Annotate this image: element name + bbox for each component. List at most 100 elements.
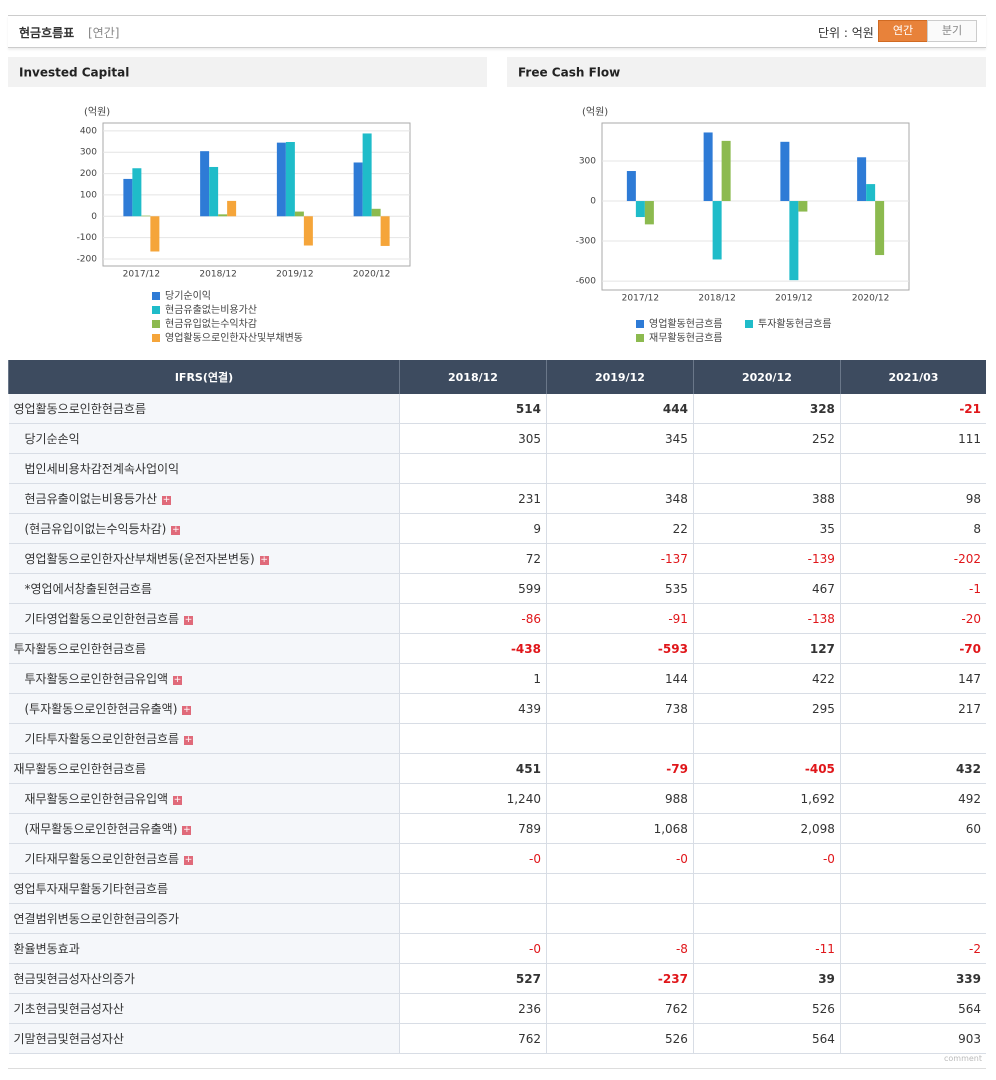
y-tick-label: 300 — [579, 157, 596, 167]
row-label-text: 기타투자활동으로인한현금흐름 — [24, 732, 180, 746]
value-text: -438 — [510, 641, 541, 656]
legend-swatch — [152, 334, 160, 342]
cell-value — [692, 873, 841, 904]
value-text: 526 — [665, 1031, 688, 1046]
cell-value: 127 — [692, 633, 841, 664]
value-text: -21 — [959, 401, 981, 416]
row-label-text: (현금유입이없는수익등차감) — [24, 522, 167, 536]
expand-icon[interactable]: + — [182, 705, 192, 715]
annual-button[interactable]: 연간 — [878, 20, 928, 42]
quarter-button[interactable]: 분기 — [927, 20, 977, 42]
cell-value: 599 — [399, 573, 547, 604]
table-row: 현금유출이없는비용등가산 +231 348 388 98 — [8, 483, 986, 514]
bar — [150, 216, 160, 252]
legend-label: 당기순이익 — [165, 290, 211, 302]
cell-value — [399, 723, 547, 754]
value-text: 1,068 — [653, 821, 688, 836]
bar — [380, 216, 390, 246]
value-text: 738 — [665, 701, 688, 716]
legend-label: 영업활동현금흐름 — [649, 317, 723, 330]
row-label-text: (재무활동으로인한현금유출액) — [24, 822, 178, 836]
cell-value: -593 — [545, 633, 694, 664]
row-label-text: 법인세비용차감전계속사업이익 — [24, 462, 180, 476]
value-text: -593 — [657, 641, 688, 656]
header-bar: 현금흐름표 [연간] 단위 : 억원 연간 분기 — [8, 15, 986, 48]
value-text: 903 — [958, 1031, 981, 1046]
cell-value: 2,098 — [692, 813, 841, 844]
value-text: 147 — [958, 671, 981, 686]
cell-value — [545, 723, 694, 754]
legend-label: 투자활동현금흐름 — [758, 317, 832, 330]
cell-value: 72 — [399, 543, 547, 574]
bar — [703, 132, 713, 202]
cell-value: 526 — [692, 993, 841, 1024]
cell-value: -91 — [545, 603, 694, 634]
value-text: -8 — [675, 941, 688, 956]
bar — [294, 211, 304, 217]
row-label: 기말현금및현금성자산 — [8, 1023, 400, 1054]
value-text: -11 — [815, 941, 835, 956]
expand-icon[interactable]: + — [171, 525, 181, 535]
value-text: 345 — [665, 431, 688, 446]
bar — [353, 162, 363, 217]
row-label: 환율변동효과 — [8, 933, 400, 964]
chart-title: Free Cash Flow — [518, 66, 620, 80]
value-text: -79 — [666, 761, 688, 776]
value-text: -202 — [953, 551, 981, 566]
bar — [218, 214, 228, 217]
value-text: -70 — [959, 641, 981, 656]
row-label: 재무활동으로인한현금유입액 + — [8, 783, 400, 814]
cell-value: 1,692 — [692, 783, 841, 814]
value-text: 98 — [965, 491, 981, 506]
cell-value: 339 — [839, 963, 986, 994]
value-text: 1 — [533, 671, 541, 686]
expand-icon[interactable]: + — [173, 675, 183, 685]
cell-value: 422 — [692, 663, 841, 694]
legend-label: 현금유입없는수익차감 — [165, 317, 257, 330]
expand-icon[interactable]: + — [259, 555, 269, 565]
row-label-text: 환율변동효과 — [13, 942, 80, 956]
row-label: 투자활동으로인한현금유입액 + — [8, 663, 400, 694]
value-text: -2 — [969, 941, 981, 956]
value-text: -0 — [822, 851, 835, 866]
value-text: 388 — [812, 491, 835, 506]
row-label-text: (투자활동으로인한현금유출액) — [24, 702, 178, 716]
expand-icon[interactable]: + — [173, 795, 183, 805]
cell-value: 98 — [839, 483, 986, 514]
bar — [712, 201, 722, 260]
cell-value: 564 — [692, 1023, 841, 1054]
legend-swatch — [152, 320, 160, 328]
cell-value — [399, 453, 547, 484]
plot-area — [601, 122, 910, 291]
x-tick-label: 2017/12 — [123, 270, 160, 280]
cell-value — [399, 903, 547, 934]
value-text: 564 — [958, 1001, 981, 1016]
legend-label: 현금유출없는비용가산 — [165, 303, 257, 316]
value-text: 432 — [955, 761, 981, 776]
value-text: -139 — [807, 551, 835, 566]
bar — [132, 168, 142, 217]
table-row: 영업투자재무활동기타현금흐름 — [8, 873, 986, 904]
table-row: 기타재무활동으로인한현금흐름 + -0 -0 -0 — [8, 843, 986, 874]
cell-value: 1 — [399, 663, 547, 694]
cell-value: 535 — [545, 573, 694, 604]
y-tick-label: 300 — [80, 148, 97, 158]
expand-icon[interactable]: + — [182, 825, 192, 835]
x-tick-label: 2017/12 — [622, 294, 659, 304]
bar — [123, 178, 133, 217]
value-text: 564 — [812, 1031, 835, 1046]
bar — [285, 141, 295, 217]
expand-icon[interactable]: + — [161, 495, 171, 505]
value-text: 231 — [518, 491, 541, 506]
expand-icon[interactable]: + — [184, 855, 194, 865]
row-label: 투자활동으로인한현금흐름 — [8, 633, 400, 664]
bar — [780, 141, 790, 202]
expand-icon[interactable]: + — [184, 615, 194, 625]
cell-value: 514 — [399, 394, 547, 424]
unit-label: (억원) — [582, 106, 608, 118]
cell-value: -137 — [545, 543, 694, 574]
expand-icon[interactable]: + — [184, 735, 194, 745]
row-label: (재무활동으로인한현금유출액) + — [8, 813, 400, 844]
cell-value: 345 — [545, 423, 694, 454]
comment-link[interactable]: comment — [943, 1054, 982, 1063]
